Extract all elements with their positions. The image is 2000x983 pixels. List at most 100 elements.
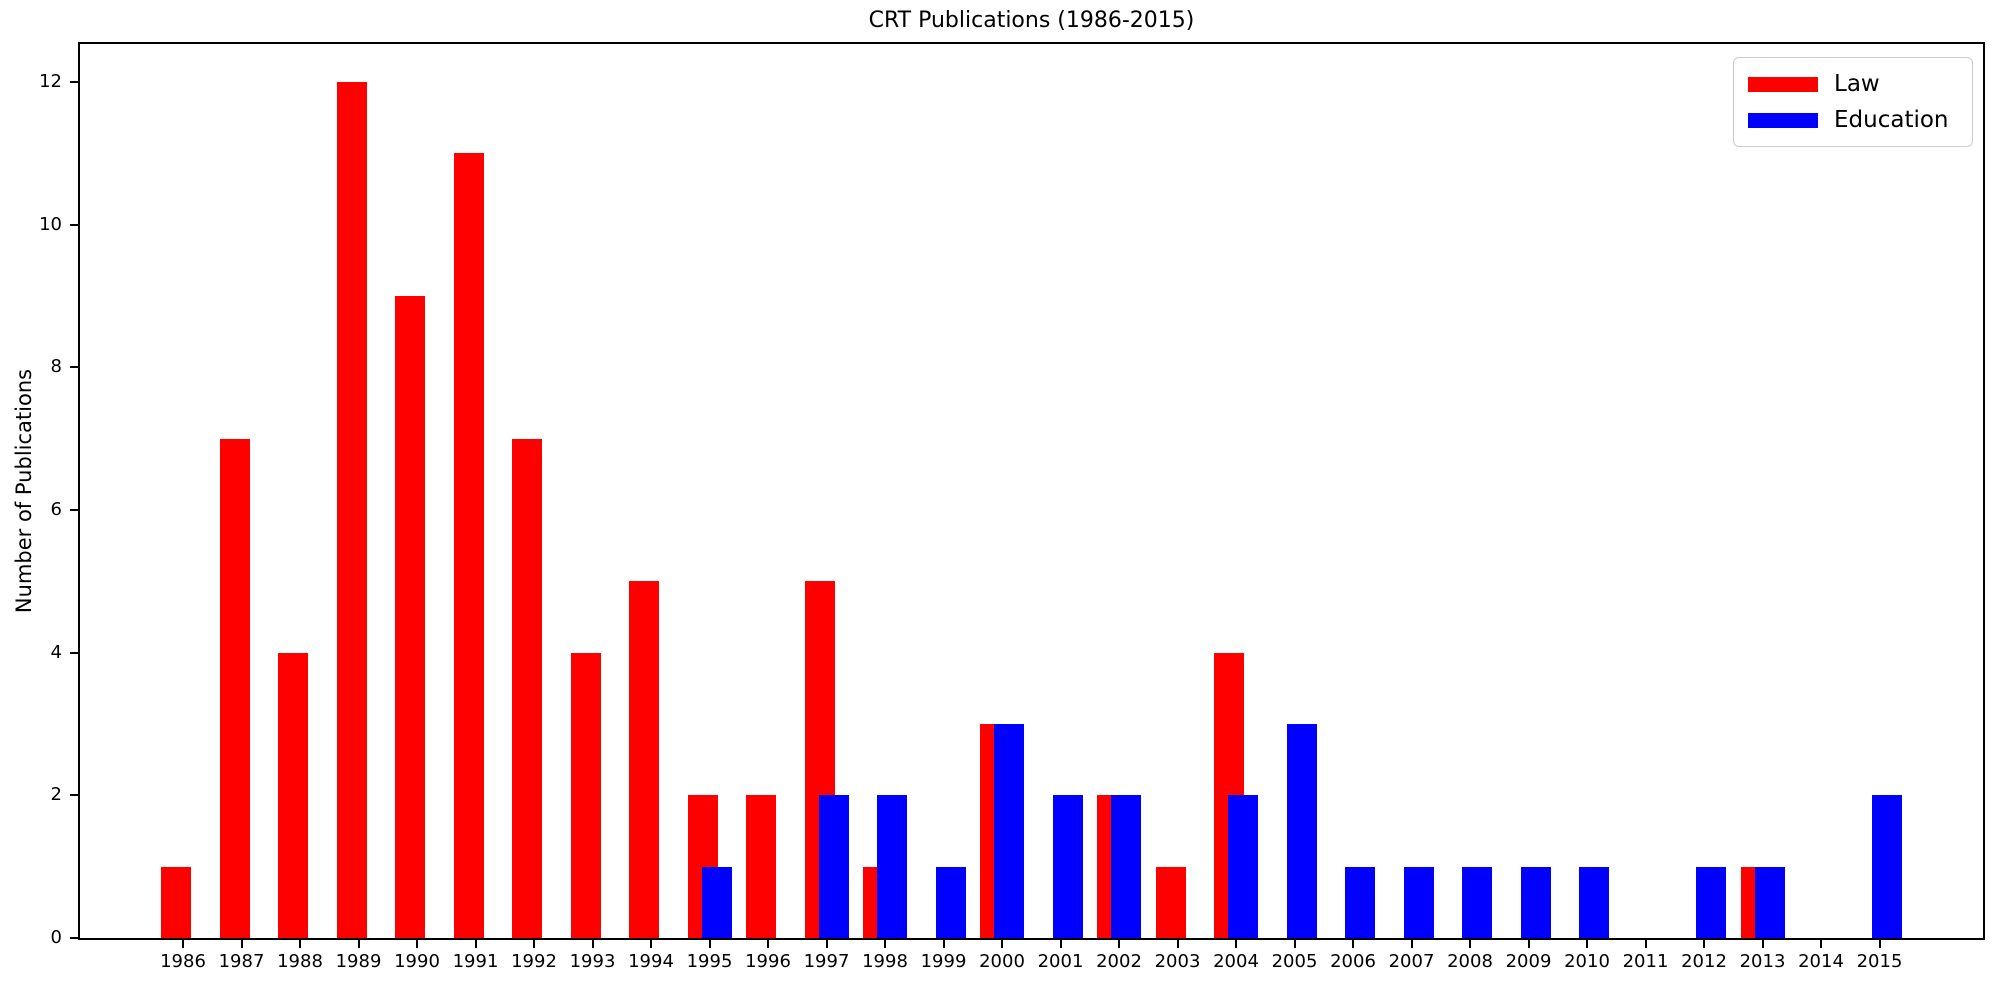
- x-tick-mark: [1644, 940, 1647, 948]
- x-tick-mark: [299, 940, 301, 948]
- x-tick-mark: [825, 940, 828, 948]
- x-tick-mark: [1586, 940, 1588, 948]
- bar-law-1996: [746, 795, 776, 938]
- bar-education-2008: [1462, 867, 1492, 938]
- x-tick-mark: [182, 940, 184, 948]
- x-tick-mark: [1293, 940, 1296, 948]
- x-tick-label: 2014: [1798, 951, 1844, 972]
- bar-law-2003: [1155, 867, 1186, 938]
- legend-item-education: Education: [1748, 106, 1972, 134]
- x-tick-mark: [1820, 940, 1822, 948]
- legend-label-education: Education: [1834, 107, 1949, 133]
- bar-education-2009: [1520, 867, 1551, 938]
- legend-item-law: Law: [1748, 70, 1972, 98]
- bar-education-2005: [1286, 724, 1317, 938]
- legend: Law Education: [1733, 57, 1973, 147]
- x-tick-label: 1997: [803, 951, 850, 972]
- x-tick-label: 2004: [1213, 951, 1259, 972]
- y-tick-mark: [70, 794, 78, 797]
- x-tick-label: 2009: [1505, 951, 1552, 972]
- x-tick-label: 2002: [1096, 951, 1142, 972]
- y-tick-label: 12: [39, 71, 62, 93]
- x-tick-mark: [1469, 940, 1471, 948]
- x-tick-mark: [1410, 940, 1413, 948]
- x-tick-mark: [1235, 940, 1237, 948]
- x-tick-label: 2007: [1388, 951, 1435, 972]
- x-tick-mark: [1176, 940, 1179, 948]
- x-tick-mark: [942, 940, 945, 948]
- y-tick-label: 8: [50, 356, 62, 378]
- x-tick-label: 2013: [1739, 951, 1786, 972]
- y-tick-label: 0: [50, 927, 62, 948]
- x-tick-label: 2003: [1154, 951, 1201, 972]
- bar-education-1998: [877, 795, 907, 938]
- bar-education-2007: [1403, 867, 1434, 938]
- x-tick-label: 2000: [979, 951, 1025, 972]
- bar-law-1991: [453, 153, 484, 938]
- bar-law-1987: [219, 439, 250, 938]
- y-axis-label: Number of Publications: [12, 368, 36, 614]
- x-tick-label: 1995: [686, 951, 733, 972]
- y-tick-label: 10: [39, 213, 62, 235]
- x-tick-mark: [1059, 940, 1062, 948]
- bar-education-2002: [1111, 795, 1141, 938]
- x-tick-label: 1992: [511, 951, 557, 972]
- bar-law-1990: [395, 296, 425, 938]
- x-tick-label: 1994: [628, 951, 674, 972]
- x-tick-label: 1993: [569, 951, 616, 972]
- bar-education-2010: [1579, 867, 1609, 938]
- bar-education-2006: [1345, 867, 1375, 938]
- bar-education-2012: [1696, 867, 1726, 938]
- bar-education-2001: [1052, 795, 1083, 938]
- legend-swatch-law: [1748, 76, 1818, 92]
- x-tick-mark: [1118, 940, 1120, 948]
- x-tick-mark: [416, 940, 418, 948]
- x-tick-mark: [1703, 940, 1705, 948]
- chart-title: CRT Publications (1986-2015): [868, 8, 1195, 33]
- x-tick-label: 1996: [745, 951, 791, 972]
- x-tick-label: 1990: [394, 951, 440, 972]
- x-tick-mark: [1761, 940, 1764, 948]
- x-tick-label: 2015: [1856, 951, 1903, 972]
- x-tick-mark: [533, 940, 535, 948]
- x-tick-mark: [474, 940, 477, 948]
- y-tick-mark: [70, 81, 78, 84]
- bar-law-1994: [629, 581, 659, 938]
- bar-law-1993: [570, 653, 601, 938]
- bar-education-2000: [994, 724, 1024, 938]
- x-tick-label: 1987: [218, 951, 265, 972]
- x-tick-label: 1998: [862, 951, 908, 972]
- x-tick-label: 2001: [1037, 951, 1084, 972]
- x-tick-mark: [1878, 940, 1881, 948]
- x-tick-mark: [240, 940, 243, 948]
- bar-education-2013: [1754, 867, 1785, 938]
- bar-law-1992: [512, 439, 542, 938]
- x-tick-label: 2012: [1681, 951, 1727, 972]
- bar-law-1986: [161, 867, 191, 938]
- bar-education-1999: [935, 867, 966, 938]
- x-tick-label: 1986: [160, 951, 206, 972]
- x-tick-mark: [1352, 940, 1354, 948]
- bar-law-1988: [278, 653, 308, 938]
- bar-education-2015: [1871, 795, 1902, 938]
- x-tick-label: 1989: [335, 951, 382, 972]
- y-tick-mark: [70, 651, 78, 654]
- y-tick-mark: [70, 366, 78, 369]
- x-tick-label: 1991: [452, 951, 499, 972]
- x-tick-mark: [1527, 940, 1530, 948]
- y-tick-mark: [70, 937, 78, 939]
- y-tick-mark: [70, 223, 78, 226]
- y-tick-label: 4: [50, 641, 62, 663]
- x-tick-mark: [591, 940, 594, 948]
- y-tick-label: 2: [50, 784, 62, 806]
- bar-education-1995: [701, 867, 732, 938]
- x-tick-label: 2010: [1564, 951, 1610, 972]
- x-tick-mark: [1001, 940, 1003, 948]
- x-tick-label: 2006: [1330, 951, 1376, 972]
- x-tick-label: 2011: [1622, 951, 1669, 972]
- x-tick-mark: [767, 940, 769, 948]
- x-tick-mark: [650, 940, 652, 948]
- x-tick-label: 2005: [1271, 951, 1318, 972]
- x-tick-mark: [708, 940, 711, 948]
- y-tick-label: 6: [50, 499, 62, 521]
